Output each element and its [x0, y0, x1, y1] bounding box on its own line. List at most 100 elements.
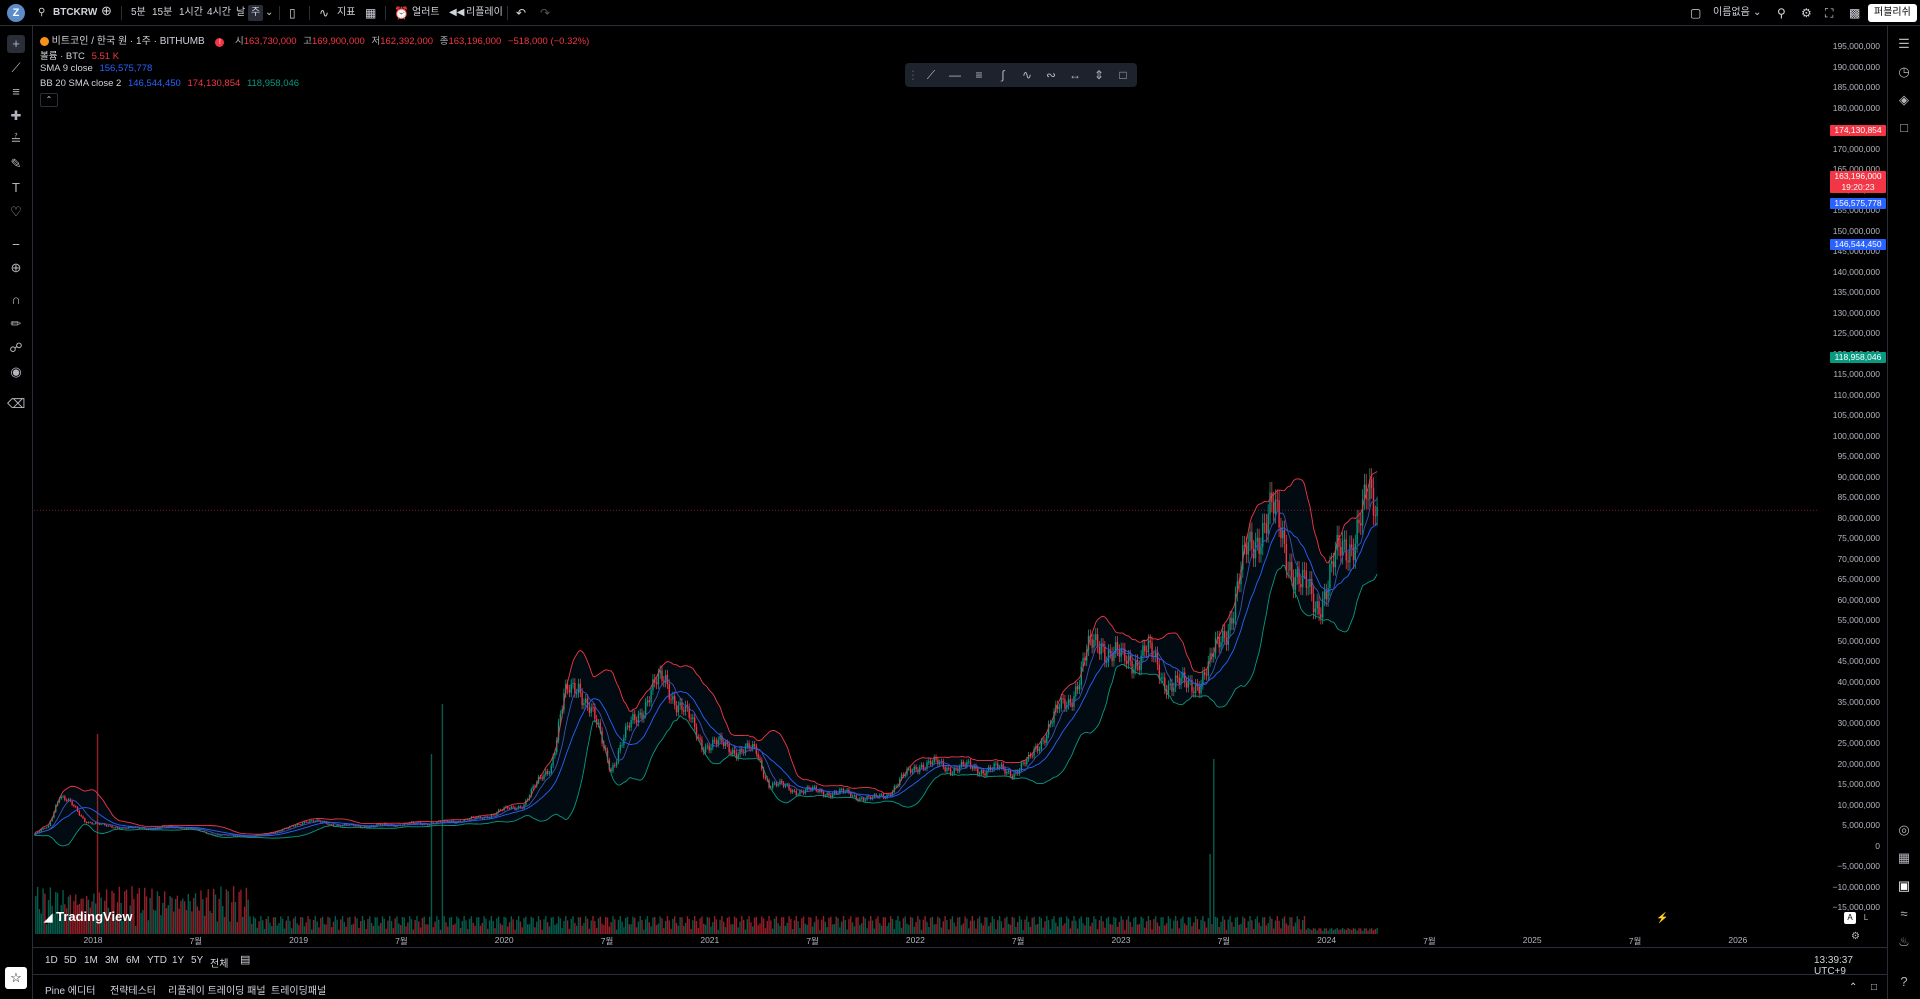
- maximize-panel-icon[interactable]: □: [1871, 982, 1878, 993]
- range-all[interactable]: 전체: [210, 959, 229, 970]
- sma-legend[interactable]: SMA 9 close 156,575,778: [40, 63, 152, 74]
- interval-15m[interactable]: 15분: [152, 7, 173, 18]
- volume-legend[interactable]: 볼륨 · BTC 5.51 K: [40, 48, 119, 62]
- stay-drawing-icon[interactable]: ✏: [10, 316, 22, 331]
- symbol-search[interactable]: BTCKRW: [53, 7, 98, 18]
- watchlist-icon[interactable]: ☰: [1898, 36, 1910, 51]
- eye-icon[interactable]: ◉: [10, 364, 22, 379]
- auto-scale-button[interactable]: A: [1844, 912, 1856, 924]
- xabcd-icon[interactable]: ∫: [1001, 68, 1005, 82]
- forecast-icon[interactable]: ≟: [10, 132, 22, 147]
- help-icon[interactable]: ?: [1900, 974, 1908, 989]
- line-tool-icon[interactable]: ⟋: [926, 68, 936, 82]
- bb-legend[interactable]: BB 20 SMA close 2 146,544,450 174,130,85…: [40, 78, 299, 89]
- interval-week[interactable]: 주: [248, 5, 264, 21]
- price-chart[interactable]: [34, 27, 1818, 934]
- pattern-icon[interactable]: ✚: [10, 108, 22, 123]
- search-icon[interactable]: ⚲: [38, 7, 46, 18]
- candle-type-icon[interactable]: ▯: [289, 6, 296, 20]
- tab-strategy-tester[interactable]: 전략테스터: [110, 986, 156, 997]
- range-1y[interactable]: 1Y: [172, 955, 185, 966]
- replay-icon[interactable]: ◀◀: [449, 7, 465, 18]
- heart-icon[interactable]: ♡: [10, 204, 22, 219]
- trash-icon[interactable]: ⌫: [7, 396, 26, 411]
- volume-bar: [830, 916, 832, 934]
- stream-icon[interactable]: ≈: [1900, 906, 1908, 921]
- chat-icon[interactable]: □: [1900, 120, 1908, 135]
- calendar-icon[interactable]: ▦: [1897, 850, 1911, 865]
- range-5d[interactable]: 5D: [64, 955, 77, 966]
- candle-body: [1042, 740, 1044, 742]
- range-1m[interactable]: 1M: [84, 955, 98, 966]
- elliott-icon[interactable]: ∿: [1021, 68, 1033, 82]
- collapse-legend-icon[interactable]: ⌃: [40, 93, 58, 107]
- layers-icon[interactable]: ◈: [1899, 92, 1909, 107]
- templates-icon[interactable]: ▦: [365, 6, 377, 20]
- rectangle-icon[interactable]: □: [1119, 68, 1127, 82]
- quick-search-icon[interactable]: ⚲: [1777, 6, 1786, 20]
- clock-display[interactable]: 13:39:37 UTC+9: [1814, 955, 1853, 977]
- magnet-icon[interactable]: ∩: [11, 292, 21, 307]
- volume-bar: [80, 898, 82, 934]
- layout-checkbox-icon[interactable]: ▢: [1690, 6, 1702, 20]
- user-avatar[interactable]: Z: [7, 4, 25, 22]
- range-3m[interactable]: 3M: [105, 955, 119, 966]
- wave-icon[interactable]: ∾: [1045, 68, 1057, 82]
- undo-icon[interactable]: ↶: [516, 6, 527, 20]
- fib-icon[interactable]: ≡: [12, 84, 20, 99]
- ruler-icon[interactable]: ⎯: [12, 236, 20, 251]
- indicators-icon[interactable]: ∿: [319, 6, 330, 20]
- range-6m[interactable]: 6M: [126, 955, 140, 966]
- bell-icon[interactable]: ♨: [1898, 934, 1910, 949]
- price-range-icon[interactable]: ⇕: [1093, 68, 1105, 82]
- settings-icon[interactable]: ⚙: [1801, 6, 1812, 20]
- add-symbol-icon[interactable]: ⊕: [101, 3, 112, 18]
- volume-bar: [1285, 923, 1288, 934]
- zoom-icon[interactable]: ⊕: [10, 260, 22, 275]
- redo-icon[interactable]: ↷: [540, 6, 551, 20]
- interval-day[interactable]: 날: [236, 7, 246, 18]
- date-range-icon[interactable]: ↔: [1069, 68, 1081, 82]
- target-icon[interactable]: ◎: [1898, 822, 1910, 837]
- trend-line-icon[interactable]: ⟋: [11, 60, 21, 75]
- publish-button[interactable]: 퍼블리쉬: [1868, 4, 1917, 22]
- range-1d[interactable]: 1D: [45, 955, 58, 966]
- brush-icon[interactable]: ✎: [10, 156, 22, 171]
- horizontal-ray-icon[interactable]: —: [949, 68, 961, 82]
- alarm-icon[interactable]: ⏰: [394, 6, 409, 20]
- alerts-clock-icon[interactable]: ◷: [1898, 64, 1910, 79]
- lock-icon[interactable]: ☍: [9, 340, 23, 355]
- candle-body: [445, 820, 447, 822]
- layout-name[interactable]: 이름없음: [1713, 7, 1750, 18]
- favorites-star-icon[interactable]: ☆: [5, 967, 27, 989]
- fullscreen-icon[interactable]: ⛶: [1825, 6, 1834, 20]
- apps-grid-icon[interactable]: ▣: [1897, 878, 1911, 893]
- parallel-channel-icon[interactable]: ≡: [975, 68, 983, 82]
- interval-4h[interactable]: 4시간: [207, 7, 231, 18]
- axis-settings-icon[interactable]: ⚙: [1851, 931, 1860, 942]
- interval-1h[interactable]: 1시간: [179, 7, 203, 18]
- log-scale-button[interactable]: L: [1863, 913, 1869, 922]
- alert-button[interactable]: 얼러트: [412, 7, 440, 18]
- camera-icon[interactable]: ▩: [1849, 6, 1861, 20]
- tab-pine-editor[interactable]: Pine 에디터: [45, 986, 96, 997]
- indicators-button[interactable]: 지표: [337, 7, 356, 18]
- chevron-down-icon[interactable]: ⌄: [1753, 7, 1762, 18]
- expand-panel-icon[interactable]: ⌃: [1849, 982, 1858, 993]
- candle-body: [1332, 561, 1335, 568]
- tab-trading-panel[interactable]: 트레이딩패널: [271, 986, 327, 997]
- tab-replay-trading[interactable]: 리플레이 트레이딩 패널: [168, 986, 266, 997]
- range-5y[interactable]: 5Y: [191, 955, 204, 966]
- interval-5m[interactable]: 5분: [131, 7, 146, 18]
- candle-body: [762, 768, 765, 778]
- lightning-icon[interactable]: ⚡: [1656, 913, 1669, 924]
- chevron-down-icon[interactable]: ⌄: [265, 7, 274, 18]
- text-icon[interactable]: T: [12, 180, 20, 195]
- goto-date-icon[interactable]: ▤: [240, 954, 251, 966]
- warning-icon[interactable]: !: [215, 38, 225, 47]
- volume-bar: [864, 918, 866, 934]
- crosshair-icon[interactable]: +: [7, 35, 25, 53]
- range-ytd[interactable]: YTD: [147, 955, 167, 966]
- replay-button[interactable]: 리플레이: [466, 7, 503, 18]
- symbol-title[interactable]: 비트코인 / 한국 원 · 1주 · BITHUMB: [51, 36, 205, 47]
